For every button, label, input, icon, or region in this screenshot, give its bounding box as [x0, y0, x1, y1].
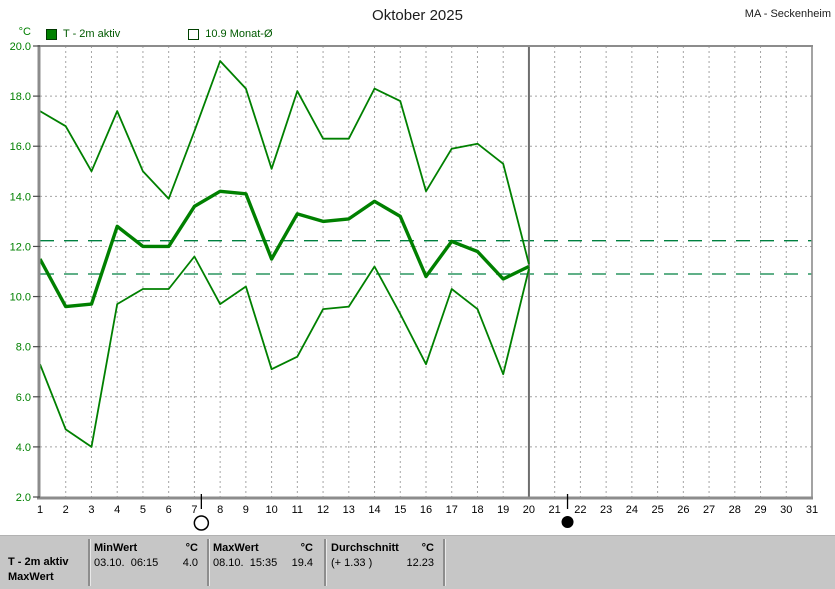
- x-axis-day-label: 19: [497, 504, 509, 516]
- maxwert-datetime: 08.10. 15:35: [213, 557, 278, 569]
- minwert-datetime: 03.10. 06:15: [94, 557, 159, 569]
- panel-divider: [88, 539, 90, 586]
- x-axis-day-label: 16: [420, 504, 432, 516]
- x-axis-day-label: 26: [677, 504, 689, 516]
- x-axis-day-label: 22: [574, 504, 586, 516]
- legend-label-aktiv: T - 2m aktiv: [63, 28, 121, 40]
- maxwert-value: 19.4: [291, 557, 313, 569]
- new-moon-icon: [561, 516, 574, 528]
- x-axis-day-label: 11: [292, 504, 303, 516]
- panel-divider: [443, 539, 445, 586]
- durchschnitt-anomaly: (+ 1.33 ): [331, 557, 373, 569]
- x-axis-day-label: 20: [523, 504, 535, 516]
- series-row-label: T - 2m aktiv MaxWert: [8, 555, 84, 585]
- x-axis-day-label: 9: [243, 504, 249, 516]
- y-axis-tick-label: 6.0: [16, 392, 31, 404]
- daily-max-line: [39, 60, 530, 265]
- y-axis-tick-label: 8.0: [16, 342, 31, 354]
- series-row-label-line1: T - 2m aktiv: [8, 556, 69, 568]
- y-axis-tick-label: 4.0: [16, 442, 31, 454]
- x-axis-day-label: 4: [114, 504, 120, 516]
- x-axis-day-label: 8: [217, 504, 223, 516]
- x-axis-day-label: 3: [88, 504, 94, 516]
- temperature-chart: 20.018.016.014.012.010.08.06.04.02.01 2 3 4…: [10, 41, 818, 531]
- x-axis-day-label: 23: [600, 504, 612, 516]
- chart-legend: T - 2m aktiv 10.9 Monat-Ø: [46, 28, 273, 40]
- x-axis-day-label: 31: [806, 504, 818, 516]
- x-axis-day-label: 5: [140, 504, 146, 516]
- x-axis-day-label: 2: [63, 504, 69, 516]
- x-axis-day-label: 12: [317, 504, 329, 516]
- statistics-panel: T - 2m aktiv MaxWert MinWert °C 03.10. 0…: [0, 535, 835, 589]
- minwert-value: 4.0: [182, 557, 198, 569]
- x-axis-day-label: 13: [343, 504, 355, 516]
- y-axis-tick-label: 16.0: [10, 141, 31, 153]
- daily-mean-line: [38, 189, 530, 309]
- active-series-swatch-icon: [46, 28, 57, 40]
- panel-divider: [324, 539, 326, 586]
- durchschnitt-unit: °C: [421, 542, 434, 554]
- page-title: Oktober 2025: [372, 7, 463, 24]
- x-axis-day-label: 15: [394, 504, 406, 516]
- x-axis-day-label: 21: [549, 504, 561, 516]
- x-axis-day-label: 10: [265, 504, 277, 516]
- y-axis-tick-label: 14.0: [10, 191, 31, 203]
- y-axis-tick-label: 18.0: [10, 91, 31, 103]
- legend-label-monat: 10.9 Monat-Ø: [205, 28, 273, 40]
- x-axis-day-label: 29: [754, 504, 766, 516]
- durchschnitt-header: Durchschnitt: [331, 542, 399, 554]
- x-axis-day-label: 7: [191, 504, 197, 516]
- daily-min-line: [39, 255, 530, 448]
- x-axis-day-label: 17: [446, 504, 458, 516]
- maxwert-column: MaxWert °C 08.10. 15:35 19.4: [213, 541, 313, 571]
- minwert-header: MinWert: [94, 542, 138, 554]
- y-axis-tick-label: 2.0: [16, 492, 31, 504]
- maxwert-header: MaxWert: [213, 542, 259, 554]
- full-moon-icon: [193, 515, 210, 531]
- series-row-label-line2: MaxWert: [8, 571, 54, 583]
- station-name: MA - Seckenheim: [744, 8, 831, 20]
- y-axis-unit-label: °C: [18, 26, 31, 38]
- x-axis-day-label: 18: [471, 504, 483, 516]
- x-axis-day-label: 25: [651, 504, 663, 516]
- maxwert-unit: °C: [300, 542, 313, 554]
- y-axis-tick-label: 12.0: [10, 241, 31, 253]
- minwert-column: MinWert °C 03.10. 06:15 4.0: [94, 541, 198, 571]
- durchschnitt-column: Durchschnitt °C (+ 1.33 ) 12.23: [331, 541, 434, 571]
- minwert-unit: °C: [185, 542, 198, 554]
- durchschnitt-value: 12.23: [406, 557, 434, 569]
- x-axis-day-label: 6: [166, 504, 172, 516]
- x-axis-day-label: 1: [37, 504, 43, 516]
- x-axis-day-label: 27: [703, 504, 715, 516]
- x-axis-day-label: 28: [729, 504, 741, 516]
- x-axis-day-label: 14: [368, 504, 380, 516]
- month-average-swatch-icon: [188, 28, 200, 40]
- x-axis-day-label: 30: [780, 504, 792, 516]
- x-axis-day-label: 24: [626, 504, 638, 516]
- y-axis-tick-label: 10.0: [10, 292, 31, 304]
- panel-divider: [207, 539, 209, 586]
- y-axis-tick-label: 20.0: [10, 41, 31, 53]
